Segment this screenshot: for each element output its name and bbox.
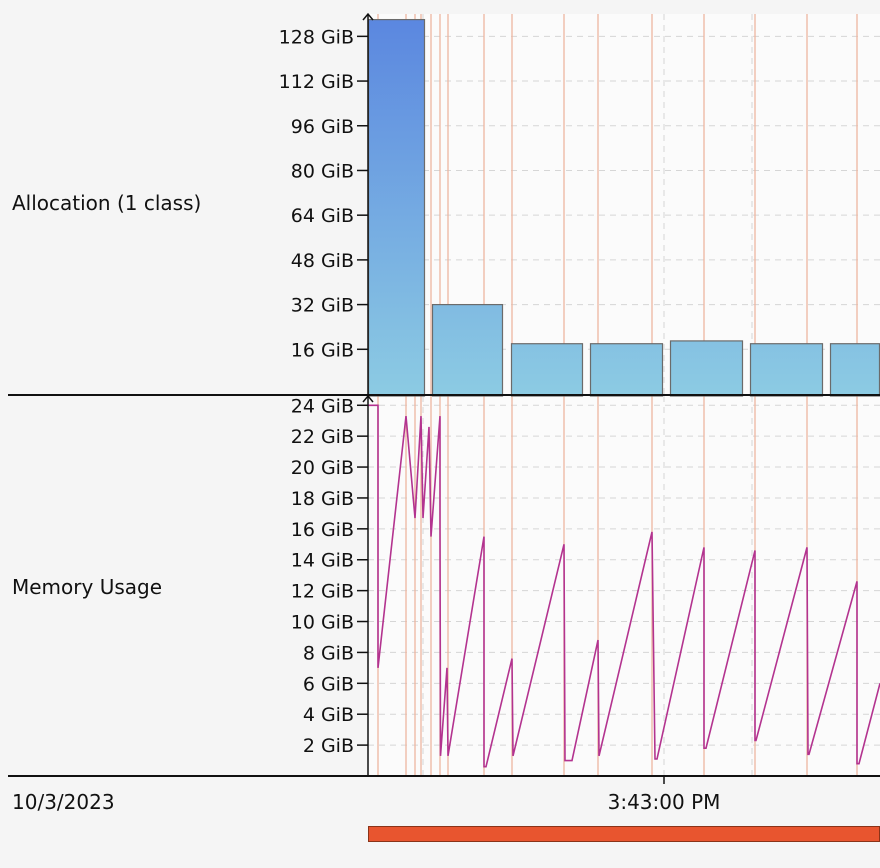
memory-usage-row-label: Memory Usage xyxy=(12,575,163,599)
memory-tick-label: 18 GiB xyxy=(291,488,354,510)
time-label: 3:43:00 PM xyxy=(607,790,721,814)
allocation-bar xyxy=(367,18,426,397)
memory-tick-label: 24 GiB xyxy=(291,395,354,417)
allocation-bar xyxy=(749,343,824,397)
memory-tick-label: 22 GiB xyxy=(291,426,354,448)
memory-tick-label: 4 GiB xyxy=(303,704,354,726)
allocation-bar xyxy=(510,343,584,397)
allocation-axis-arrow xyxy=(362,12,374,21)
memory-tick-label: 6 GiB xyxy=(303,673,354,695)
memory-tick-label: 14 GiB xyxy=(291,550,354,572)
memory-tick-label: 12 GiB xyxy=(291,581,354,603)
memory-tick-label: 8 GiB xyxy=(303,642,354,664)
allocation-tick-label: 80 GiB xyxy=(291,160,354,182)
allocation-bar xyxy=(669,340,744,397)
allocation-tick-label: 96 GiB xyxy=(291,116,354,138)
allocation-bar xyxy=(829,343,880,397)
memory-usage-line xyxy=(368,404,880,768)
time-range-selector-bar[interactable] xyxy=(368,826,880,842)
allocation-tick-label: 32 GiB xyxy=(291,295,354,317)
allocation-bar xyxy=(431,303,504,397)
allocation-tick-label: 112 GiB xyxy=(279,71,354,93)
memory-tick-label: 16 GiB xyxy=(291,519,354,541)
date-label: 10/3/2023 xyxy=(12,790,115,814)
memory-tick-label: 10 GiB xyxy=(291,612,354,634)
allocation-tick-label: 16 GiB xyxy=(291,339,354,361)
memory-plot-area xyxy=(368,396,880,776)
allocation-tick-label: 64 GiB xyxy=(291,205,354,227)
allocation-row-label: Allocation (1 class) xyxy=(12,191,202,215)
allocation-tick-label: 128 GiB xyxy=(279,26,354,48)
memory-tick-label: 2 GiB xyxy=(303,735,354,757)
allocation-tick-label: 48 GiB xyxy=(291,250,354,272)
memory-tick-label: 20 GiB xyxy=(291,457,354,479)
allocation-bar xyxy=(589,343,664,397)
